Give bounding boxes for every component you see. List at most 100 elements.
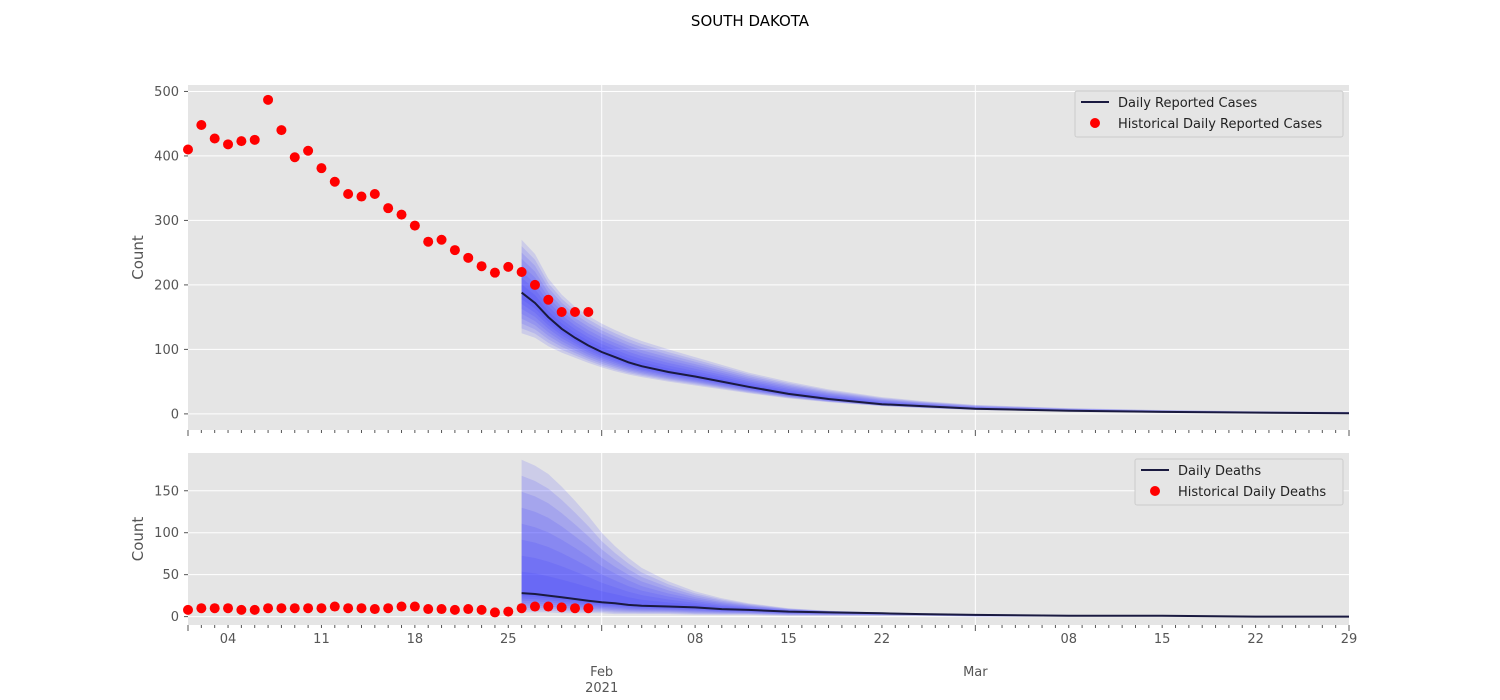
historical-point (356, 603, 367, 614)
historical-point (409, 220, 420, 231)
legend: Daily Deaths Historical Daily Deaths (1134, 458, 1344, 506)
historical-point (436, 234, 447, 245)
forecast-band (521, 258, 1349, 414)
x-tick-marks (187, 625, 1350, 631)
historical-point (263, 94, 274, 105)
historical-point (209, 603, 220, 614)
historical-point (329, 601, 340, 612)
x-tick-label: 15 (780, 632, 797, 647)
historical-point (263, 603, 274, 614)
historical-point (489, 607, 500, 618)
historical-point (436, 604, 447, 615)
y-tick-label: 100 (154, 343, 179, 358)
x-tick-label: 15 (1154, 632, 1171, 647)
forecast-band (521, 523, 1349, 617)
forecast-band (521, 284, 1349, 414)
forecast-band (521, 271, 1349, 414)
historical-point (543, 294, 554, 305)
historical-point (503, 606, 514, 617)
y-tick-label: 200 (154, 278, 179, 293)
x-tick-label: 22 (1247, 632, 1264, 647)
forecast-band (521, 239, 1349, 414)
legend-points-label: Historical Daily Deaths (1178, 485, 1326, 500)
historical-point (183, 144, 193, 155)
historical-point (196, 119, 207, 130)
historical-point (449, 604, 460, 615)
x-month-label: Mar (963, 665, 988, 680)
y-tick-label: 100 (154, 526, 179, 541)
forecast-band (521, 265, 1349, 414)
legend-point-swatch (1150, 486, 1160, 496)
y-tick-label: 400 (154, 149, 179, 164)
forecast-median-line (521, 592, 1349, 618)
historical-point (556, 306, 567, 317)
historical-point (396, 601, 407, 612)
historical-point (383, 603, 394, 614)
cases-panel: 0 100 200 300 400 500 Count Daily Reported Case… (129, 85, 1350, 436)
historical-point (196, 603, 207, 614)
historical-point (249, 134, 260, 145)
forecast-median-line (520, 291, 1350, 415)
plot-area (188, 85, 1349, 430)
x-tick-label: 18 (407, 632, 424, 647)
historical-point (276, 603, 287, 614)
y-tick-label: 0 (171, 407, 179, 422)
historical-point (343, 603, 354, 614)
historical-point (223, 603, 234, 614)
historical-point (556, 602, 567, 613)
historical-point (369, 188, 380, 199)
x-month-label: Feb (590, 665, 613, 680)
historical-point (476, 261, 487, 272)
legend-box (1074, 90, 1344, 138)
historical-point (449, 245, 460, 256)
x-year-label: 2021 (585, 681, 618, 696)
x-tick-label: 22 (874, 632, 891, 647)
historical-point (303, 603, 314, 614)
historical-point (383, 203, 394, 214)
x-tick-label: 29 (1341, 632, 1358, 647)
historical-point (316, 603, 327, 614)
historical-point (329, 176, 340, 187)
forecast-band (521, 459, 1349, 617)
y-tick-label: 0 (171, 610, 179, 625)
historical-point (303, 145, 314, 156)
y-axis-title: Count (129, 235, 147, 280)
historical-point (409, 601, 420, 612)
historical-point (316, 163, 327, 174)
historical-point (223, 139, 234, 150)
historical-point (503, 261, 514, 272)
historical-point (423, 236, 434, 247)
historical-point (209, 133, 220, 144)
historical-point (516, 603, 527, 614)
forecast-band (521, 491, 1349, 617)
x-tick-label: 08 (687, 632, 704, 647)
historical-point (289, 152, 300, 163)
x-tick-label: 04 (220, 632, 237, 647)
historical-point (423, 604, 434, 615)
x-tick-label: 11 (313, 632, 330, 647)
historical-point (343, 188, 354, 199)
legend-line-label: Daily Reported Cases (1118, 96, 1257, 111)
forecast-band (521, 507, 1349, 617)
historical-point (583, 306, 594, 317)
historical-point (476, 604, 487, 615)
forecast-band (521, 246, 1349, 414)
forecast-band (521, 277, 1349, 414)
historical-point (289, 603, 300, 614)
historical-point (276, 125, 287, 136)
legend-point-swatch (1090, 118, 1100, 128)
historical-point (236, 136, 247, 147)
historical-point (183, 604, 193, 615)
historical-point (463, 252, 474, 263)
historical-point (583, 603, 594, 614)
historical-point (236, 604, 247, 615)
forecast-band (521, 252, 1349, 414)
y-tick-label: 500 (154, 85, 179, 100)
historical-point (543, 601, 554, 612)
historical-point (529, 279, 540, 290)
x-tick-marks (187, 430, 1350, 436)
y-tick-label: 150 (154, 484, 179, 499)
legend-points-label: Historical Daily Reported Cases (1118, 117, 1322, 132)
historical-point (249, 604, 260, 615)
